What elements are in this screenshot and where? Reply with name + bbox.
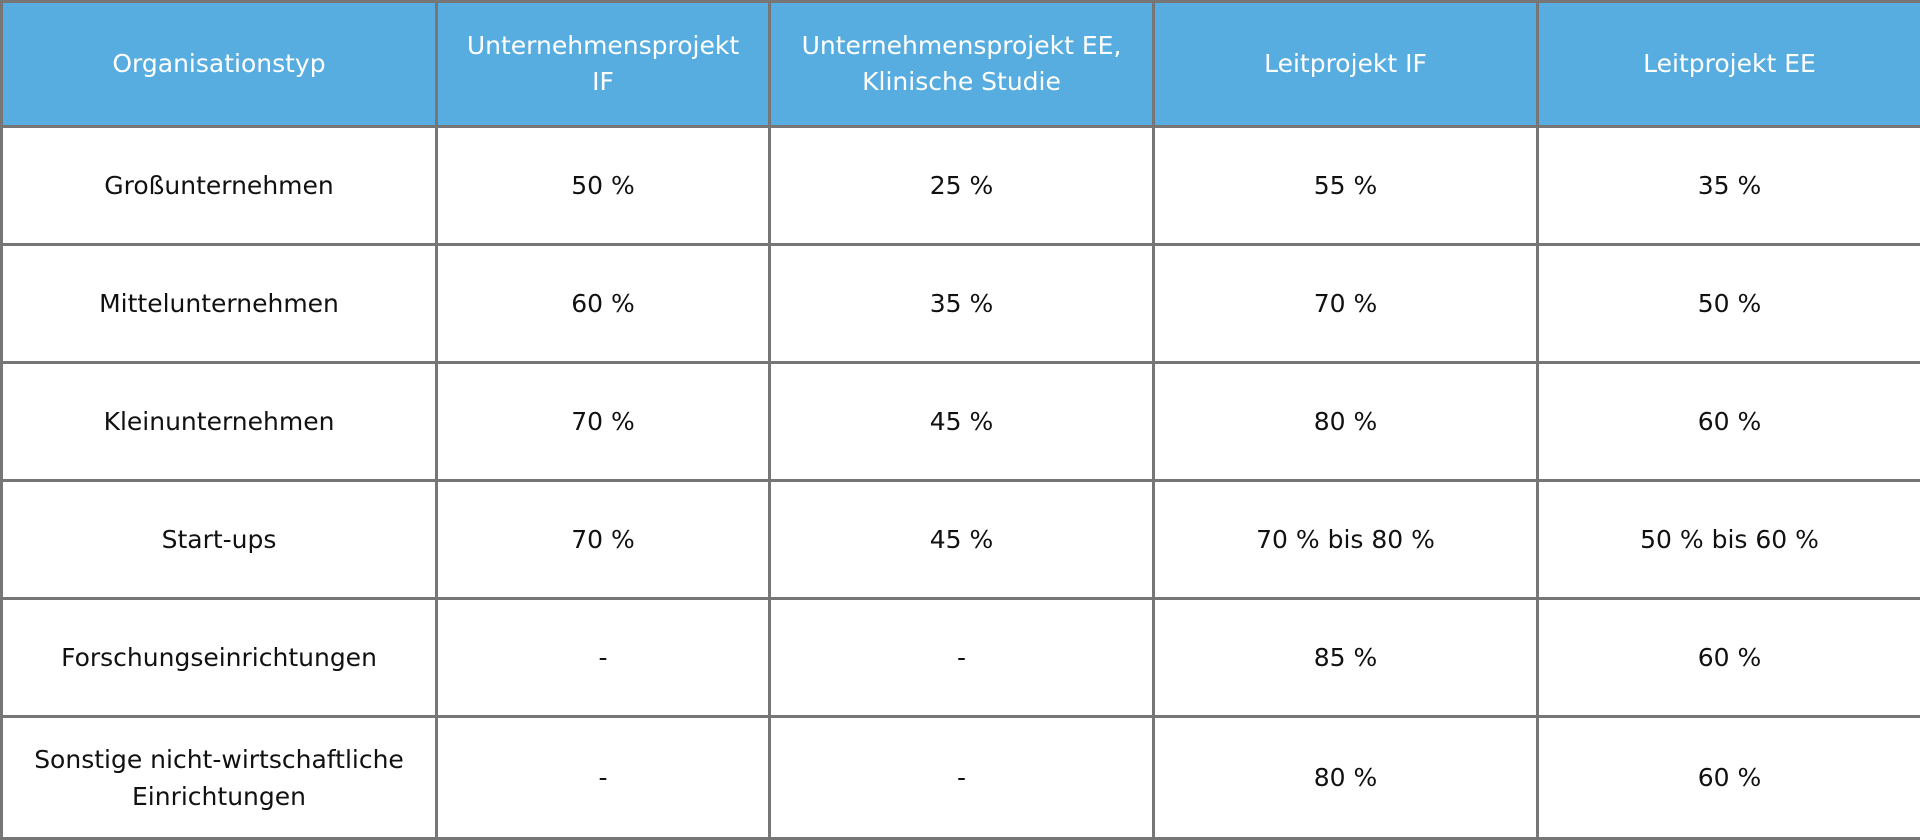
cell-leitprojekt-ee: 50 % <box>1538 245 1920 363</box>
cell-organisationstyp: Mittelunternehmen <box>2 245 437 363</box>
cell-leitprojekt-if: 55 % <box>1154 127 1538 245</box>
cell-unternehmensprojekt-ee: 45 % <box>770 481 1154 599</box>
table-row: Großunternehmen 50 % 25 % 55 % 35 % <box>2 127 1920 245</box>
header-leitprojekt-ee: Leitprojekt EE <box>1538 2 1920 127</box>
cell-organisationstyp: Sonstige nicht-wirtschaftliche Einrichtu… <box>2 717 437 839</box>
cell-unternehmensprojekt-if: - <box>437 599 770 717</box>
cell-unternehmensprojekt-ee: - <box>770 717 1154 839</box>
header-row: Organisationstyp Unternehmensprojekt IF … <box>2 2 1920 127</box>
cell-organisationstyp: Start-ups <box>2 481 437 599</box>
table-row: Sonstige nicht-wirtschaftliche Einrichtu… <box>2 717 1920 839</box>
cell-unternehmensprojekt-ee: - <box>770 599 1154 717</box>
table-row: Start-ups 70 % 45 % 70 % bis 80 % 50 % b… <box>2 481 1920 599</box>
cell-unternehmensprojekt-if: 50 % <box>437 127 770 245</box>
cell-unternehmensprojekt-if: 70 % <box>437 363 770 481</box>
cell-leitprojekt-if: 80 % <box>1154 717 1538 839</box>
table-row: Mittelunternehmen 60 % 35 % 70 % 50 % <box>2 245 1920 363</box>
cell-organisationstyp: Großunternehmen <box>2 127 437 245</box>
header-unternehmensprojekt-if: Unternehmensprojekt IF <box>437 2 770 127</box>
cell-unternehmensprojekt-if: 60 % <box>437 245 770 363</box>
table-row: Forschungseinrichtungen - - 85 % 60 % <box>2 599 1920 717</box>
header-organisationstyp: Organisationstyp <box>2 2 437 127</box>
cell-organisationstyp: Forschungseinrichtungen <box>2 599 437 717</box>
table-row: Kleinunternehmen 70 % 45 % 80 % 60 % <box>2 363 1920 481</box>
cell-leitprojekt-if: 85 % <box>1154 599 1538 717</box>
header-unternehmensprojekt-ee: Unternehmensprojekt EE, Klinische Studie <box>770 2 1154 127</box>
table-header: Organisationstyp Unternehmensprojekt IF … <box>2 2 1920 127</box>
cell-organisationstyp: Kleinunternehmen <box>2 363 437 481</box>
cell-leitprojekt-ee: 60 % <box>1538 363 1920 481</box>
cell-leitprojekt-if: 70 % bis 80 % <box>1154 481 1538 599</box>
cell-unternehmensprojekt-if: - <box>437 717 770 839</box>
cell-leitprojekt-ee: 35 % <box>1538 127 1920 245</box>
cell-unternehmensprojekt-ee: 35 % <box>770 245 1154 363</box>
cell-leitprojekt-if: 80 % <box>1154 363 1538 481</box>
cell-leitprojekt-ee: 60 % <box>1538 717 1920 839</box>
cell-unternehmensprojekt-ee: 45 % <box>770 363 1154 481</box>
cell-leitprojekt-ee: 60 % <box>1538 599 1920 717</box>
table-body: Großunternehmen 50 % 25 % 55 % 35 % Mitt… <box>2 127 1920 839</box>
cell-leitprojekt-ee: 50 % bis 60 % <box>1538 481 1920 599</box>
header-leitprojekt-if: Leitprojekt IF <box>1154 2 1538 127</box>
cell-leitprojekt-if: 70 % <box>1154 245 1538 363</box>
cell-unternehmensprojekt-if: 70 % <box>437 481 770 599</box>
cell-unternehmensprojekt-ee: 25 % <box>770 127 1154 245</box>
